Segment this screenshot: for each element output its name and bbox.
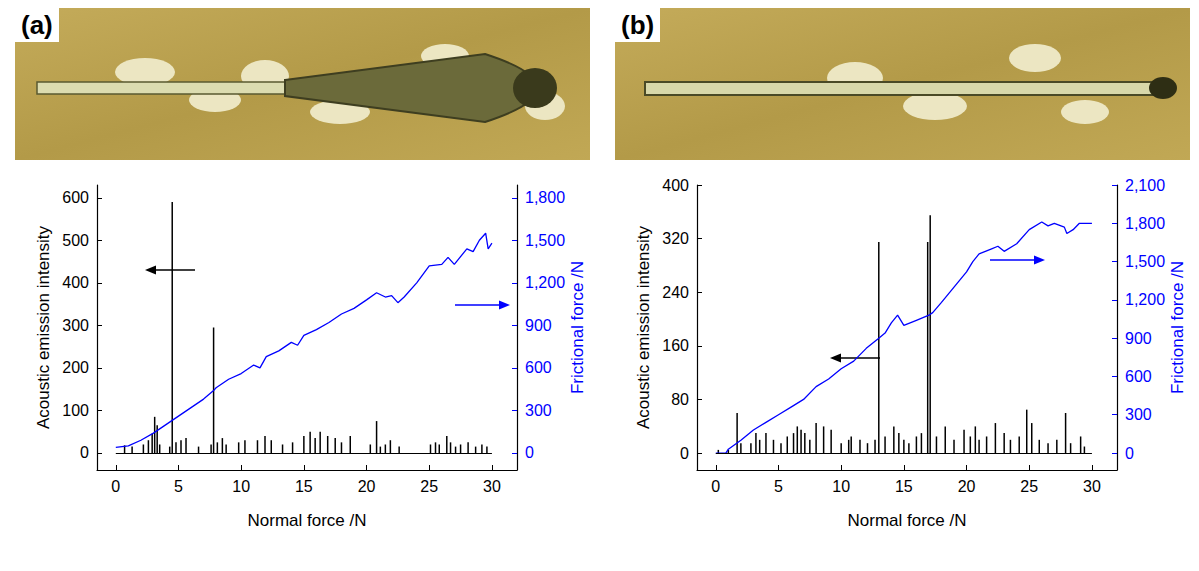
svg-text:1,200: 1,200 bbox=[525, 274, 565, 291]
svg-text:80: 80 bbox=[671, 391, 689, 408]
svg-text:30: 30 bbox=[483, 478, 501, 495]
svg-text:20: 20 bbox=[958, 478, 976, 495]
svg-text:900: 900 bbox=[525, 317, 552, 334]
svg-text:5: 5 bbox=[774, 478, 783, 495]
svg-text:Acoustic emission intensity: Acoustic emission intensity bbox=[634, 225, 653, 429]
svg-text:0: 0 bbox=[111, 478, 120, 495]
svg-text:600: 600 bbox=[62, 189, 89, 206]
svg-text:Normal force /N: Normal force /N bbox=[247, 511, 366, 530]
svg-text:1,500: 1,500 bbox=[525, 232, 565, 249]
svg-text:Normal force /N: Normal force /N bbox=[847, 511, 966, 530]
svg-text:20: 20 bbox=[358, 478, 376, 495]
svg-text:1,800: 1,800 bbox=[1125, 215, 1165, 232]
html-text:(b): (b) bbox=[621, 10, 655, 40]
svg-text:1,800: 1,800 bbox=[525, 189, 565, 206]
svg-text:400: 400 bbox=[62, 274, 89, 291]
svg-text:0: 0 bbox=[80, 444, 89, 461]
svg-text:500: 500 bbox=[62, 232, 89, 249]
svg-text:25: 25 bbox=[420, 478, 438, 495]
svg-text:2,100: 2,100 bbox=[1125, 177, 1165, 194]
svg-text:30: 30 bbox=[1083, 478, 1101, 495]
svg-text:400: 400 bbox=[662, 177, 689, 194]
svg-text:Frictional force /N: Frictional force /N bbox=[568, 261, 587, 394]
svg-text:15: 15 bbox=[895, 478, 913, 495]
svg-text:0: 0 bbox=[1125, 445, 1134, 462]
svg-text:Frictional force /N: Frictional force /N bbox=[1168, 261, 1187, 394]
svg-text:600: 600 bbox=[525, 359, 552, 376]
svg-text:300: 300 bbox=[1125, 406, 1152, 423]
svg-text:10: 10 bbox=[232, 478, 250, 495]
svg-text:10: 10 bbox=[832, 478, 850, 495]
svg-text:320: 320 bbox=[662, 230, 689, 247]
svg-text:300: 300 bbox=[525, 402, 552, 419]
svg-text:300: 300 bbox=[62, 317, 89, 334]
svg-text:160: 160 bbox=[662, 337, 689, 354]
svg-text:0: 0 bbox=[711, 478, 720, 495]
svg-text:25: 25 bbox=[1020, 478, 1038, 495]
svg-text:0: 0 bbox=[680, 445, 689, 462]
svg-text:200: 200 bbox=[62, 359, 89, 376]
svg-text:Acoustic emission intensity: Acoustic emission intensity bbox=[34, 225, 53, 429]
html-text:(a): (a) bbox=[21, 10, 53, 40]
svg-text:15: 15 bbox=[295, 478, 313, 495]
svg-text:240: 240 bbox=[662, 284, 689, 301]
svg-text:5: 5 bbox=[174, 478, 183, 495]
svg-text:100: 100 bbox=[62, 402, 89, 419]
svg-text:600: 600 bbox=[1125, 368, 1152, 385]
svg-text:1,200: 1,200 bbox=[1125, 291, 1165, 308]
svg-text:0: 0 bbox=[525, 444, 534, 461]
svg-text:900: 900 bbox=[1125, 330, 1152, 347]
svg-text:1,500: 1,500 bbox=[1125, 253, 1165, 270]
